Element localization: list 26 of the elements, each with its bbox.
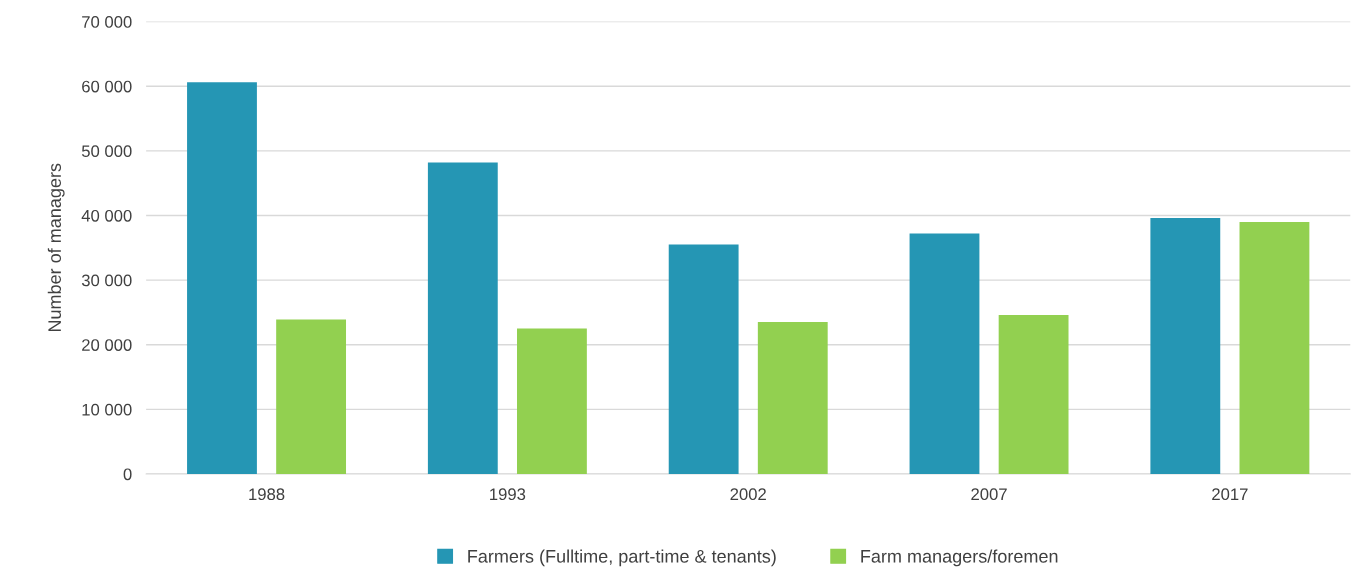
y-tick-label: 70 000: [82, 16, 132, 28]
x-tick-label: 2002: [730, 488, 766, 501]
bar: [909, 233, 980, 474]
y-tick-label: 10 000: [82, 403, 132, 416]
y-tick-label: 50 000: [81, 145, 132, 158]
bar: [517, 328, 587, 474]
bar: [998, 315, 1069, 474]
bar: [187, 82, 257, 474]
y-tick-label: 20 000: [82, 339, 132, 351]
bar: [427, 162, 498, 474]
bar: [1239, 221, 1310, 474]
y-axis-title: Number of managers: [47, 163, 65, 332]
bar: [1150, 218, 1221, 474]
x-tick-label: 1988: [249, 488, 285, 501]
bar: [668, 244, 739, 474]
y-tick-label: 0: [123, 468, 132, 481]
y-tick-label: 40 000: [81, 209, 132, 222]
y-tick-label: 60 000: [82, 80, 132, 93]
x-tick-label: 2017: [1212, 488, 1248, 501]
legend-label: Farm managers/foremen: [861, 549, 1058, 567]
x-tick-label: 2007: [971, 488, 1007, 501]
bar: [276, 319, 347, 474]
legend-label: Farmers (Fulltime, part-time & tenants): [468, 549, 776, 567]
bar: [757, 322, 828, 474]
x-tick-label: 1993: [490, 488, 526, 501]
y-tick-label: 30 000: [81, 274, 132, 287]
